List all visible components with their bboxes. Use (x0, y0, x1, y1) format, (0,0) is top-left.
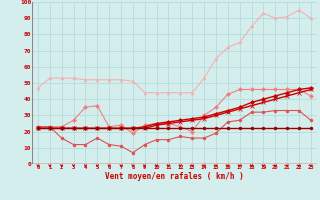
X-axis label: Vent moyen/en rafales ( km/h ): Vent moyen/en rafales ( km/h ) (105, 172, 244, 181)
